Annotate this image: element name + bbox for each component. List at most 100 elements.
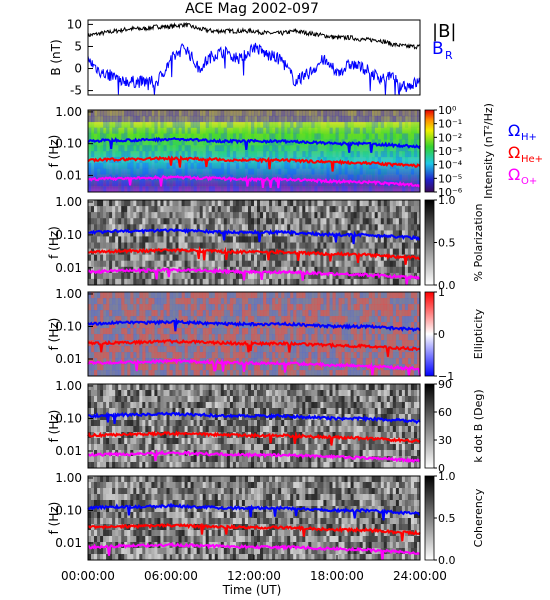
legend-br: B xyxy=(432,39,444,59)
y-tick-label: -5 xyxy=(70,84,82,98)
f-y-label: f (Hz) xyxy=(47,135,61,168)
gyro-line-h xyxy=(87,136,421,153)
figure-title: ACE Mag 2002-097 xyxy=(185,1,319,17)
gyro-line-he xyxy=(87,430,421,446)
colorbar-label: Intensity (nT²/Hz) xyxy=(482,103,495,199)
x-tick-label: 18:00:00 xyxy=(310,569,364,583)
x-tick-label: 12:00:00 xyxy=(227,569,281,583)
y-tick-label: 1.00 xyxy=(55,287,82,301)
y-tick-label: 5 xyxy=(74,39,82,53)
colorbar-tick-label: 10⁻³ xyxy=(438,145,462,158)
colorbar-tick-label: 10⁻⁵ xyxy=(438,172,462,185)
y-tick-label: 0.10 xyxy=(55,411,82,425)
y-tick-label: 0 xyxy=(74,62,82,76)
panel-intensity: 1.000.100.01f (Hz)10⁰10⁻¹10⁻²10⁻³10⁻⁴10⁻… xyxy=(47,103,495,199)
f-y-label: f (Hz) xyxy=(47,502,61,535)
colorbar-label: Coherency xyxy=(472,488,485,547)
colorbar-tick-label: 10⁰ xyxy=(438,104,457,117)
legend-ion-1: Ω xyxy=(508,143,520,162)
spectrogram-texture xyxy=(88,384,421,469)
panel-ellipticity: 1.00 0.10 0.01f (Hz) 1 0 −1 Ellipticity xyxy=(47,286,485,383)
gyro-line-he xyxy=(87,522,421,542)
f-y-label: f (Hz) xyxy=(47,410,61,443)
legend-br-subscript: R xyxy=(445,49,453,62)
series-bmag-line xyxy=(87,22,420,50)
colorbar-tick-label: 10⁻⁴ xyxy=(438,159,463,172)
x-tick-labels: 00:00:00 06:00:00 12:00:00 18:00:00 24:00:00 xyxy=(61,555,447,583)
legend-ion-label-0: H+ xyxy=(521,132,537,143)
legend-bmag: |B| xyxy=(432,21,456,42)
colorbar-coherency xyxy=(424,475,435,561)
panel-frame xyxy=(87,109,421,193)
gyro-line-o xyxy=(87,449,421,464)
legend-ion-0: Ω xyxy=(508,121,520,140)
y-tick-label: 0.01 xyxy=(55,444,82,458)
colorbar-tick-label: 10⁻¹ xyxy=(438,118,462,131)
x-tick-label: 00:00:00 xyxy=(61,569,115,583)
x-tick-label: 24:00:00 xyxy=(393,569,447,583)
gyro-line-he xyxy=(87,338,420,357)
bfield-y-label: B (nT) xyxy=(49,39,63,75)
y-tick-label: 0.01 xyxy=(55,536,82,550)
y-tick-label: 1.00 xyxy=(55,105,82,119)
legend-ion-2: Ω xyxy=(508,165,520,184)
colorbar-label: % Polarization xyxy=(472,204,485,282)
y-tick-label: 0.01 xyxy=(55,261,82,275)
y-tick-label: 1.00 xyxy=(55,195,82,209)
colorbar-tick-label: 1.0 xyxy=(438,470,456,483)
colorbar-tick-label: 0.5 xyxy=(438,237,456,250)
y-tick-label: 1.00 xyxy=(55,471,82,485)
panel-frame xyxy=(87,199,421,286)
colorbar-tick-label: 0 xyxy=(438,462,445,475)
colorbar-tick-label: 0.0 xyxy=(438,279,456,292)
colorbar-tick-label: 0 xyxy=(438,328,445,341)
gyro-line-he xyxy=(87,155,421,172)
colorbar-tick-label: 1 xyxy=(438,286,445,299)
colorbar-tick-label: 10⁻⁶ xyxy=(438,186,463,199)
gyro-line-h xyxy=(87,502,421,521)
y-tick-label: 0.10 xyxy=(55,137,82,151)
x-axis-label: Time (UT) xyxy=(222,583,282,597)
colorbar-polarization xyxy=(424,199,435,286)
colorbar-label: Ellipticity xyxy=(472,308,485,359)
y-tick-label: 1.00 xyxy=(55,379,82,393)
colorbar-label: k dot B (Deg) xyxy=(472,389,485,462)
legend: |B| B R Ω H+Ω He+Ω O+ xyxy=(432,21,543,187)
x-tick-label: 06:00:00 xyxy=(144,569,198,583)
gyro-line-o xyxy=(87,358,421,377)
y-tick-label: 0.10 xyxy=(55,228,82,242)
legend-ion-label-2: O+ xyxy=(521,176,537,187)
y-tick-label: 0.10 xyxy=(55,319,82,333)
spectrogram-texture xyxy=(88,476,421,561)
colorbar-kdotb xyxy=(424,383,435,469)
gyro-line-o xyxy=(87,541,421,561)
colorbar-tick-label: 30 xyxy=(438,434,452,447)
panel-coherency: 1.00 0.10 0.01f (Hz) 1.0 0.5 0.0 Coherency xyxy=(47,470,485,567)
y-tick-label: 0.01 xyxy=(55,168,82,182)
colorbar-tick-label: 60 xyxy=(438,406,452,419)
panel-frame xyxy=(87,291,421,377)
f-y-label: f (Hz) xyxy=(47,226,61,259)
colorbar-ellipticity xyxy=(424,291,435,377)
y-tick-label: 0.10 xyxy=(55,503,82,517)
y-tick-label: 0.01 xyxy=(55,352,82,366)
gyro-line-h xyxy=(87,317,421,333)
series-br-line xyxy=(87,42,421,96)
bfield-frame xyxy=(87,19,421,96)
colorbar-tick-label: 90 xyxy=(438,378,452,391)
panel-polarization: 1.00 0.10 0.01 f (Hz) 1.0 0.5 0.0 % Polarizatio… xyxy=(47,194,485,292)
panel-kdotb: 1.00 0.10 0.01f (Hz) 90 60 30 0 k dot B (Deg) xyxy=(47,378,485,475)
y-tick-label: 10 xyxy=(67,17,82,31)
gyro-line-o xyxy=(87,267,421,285)
f-y-label: f (Hz) xyxy=(47,318,61,351)
colorbar-tick-label: 10⁻² xyxy=(438,131,462,144)
panel-bfield: -5 0 5 10 B (nT) xyxy=(49,17,421,98)
gyro-line-h xyxy=(87,227,421,245)
gyro-line-o xyxy=(87,174,421,189)
gyro-line-he xyxy=(87,245,421,265)
panel-frame xyxy=(87,383,421,469)
colorbar-tick-label: 1.0 xyxy=(438,194,456,207)
legend-ion-label-1: He+ xyxy=(521,154,543,165)
